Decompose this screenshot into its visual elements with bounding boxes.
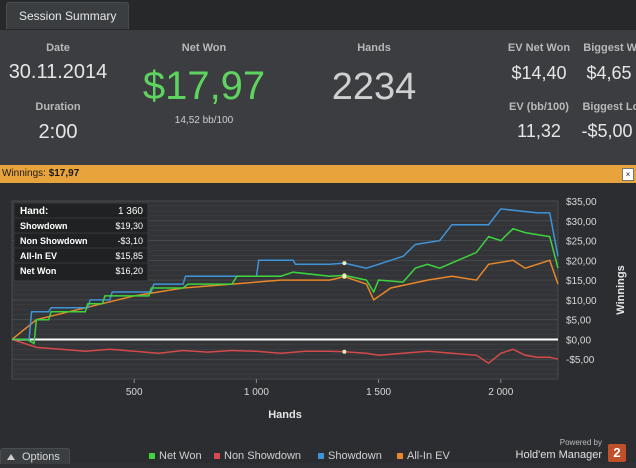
legend-label: Non Showdown (224, 450, 302, 462)
highlight-point (342, 274, 347, 279)
legend-swatch (397, 453, 403, 460)
brand-version: 2 (608, 444, 626, 462)
legend-swatch (318, 453, 324, 460)
series-line-net-won (12, 227, 559, 345)
chevron-up-icon (7, 454, 15, 460)
x-axis-label: Hands (268, 409, 302, 421)
winnings-value: $17,97 (48, 168, 80, 179)
brand-logo: Powered by Hold'em Manager 2 (482, 438, 632, 463)
biggest-win-label: Biggest Win (583, 42, 636, 54)
tooltip-value: -$3,10 (117, 236, 143, 246)
y-tick-label: $10,00 (566, 296, 597, 307)
brand-name: Hold'em Manager (515, 449, 602, 461)
legend-label: Showdown (328, 450, 382, 462)
duration-label: Duration (35, 101, 81, 113)
series-line-all-in-ev (11, 259, 559, 340)
y-tick-label: $5,00 (566, 316, 591, 327)
hover-tooltip: Hand: 1 360 Showdown $19,30 Non Showdown -$3,… (13, 202, 149, 282)
date-label: Date (46, 42, 70, 54)
date-value: 30.11.2014 (8, 61, 108, 83)
ev-bb-value: 11,32 (517, 121, 561, 141)
y-ticks: -$5,00 $0,00 $5,00 $10,00 $15,00 $20,00 $25,00… (566, 197, 597, 366)
duration-value: 2:00 (38, 121, 78, 143)
legend-swatch (214, 453, 220, 460)
ev-net-won-label: EV Net Won (507, 42, 571, 54)
tooltip-label: Hand: (20, 206, 48, 217)
winnings-text: Winnings: $17,97 (2, 165, 79, 183)
legend-label: Net Won (159, 450, 202, 462)
tooltip-box (13, 202, 149, 282)
tooltip-value: 1 360 (118, 206, 143, 217)
tooltip-label: Showdown (20, 221, 68, 231)
net-won-value: $17,97 (142, 64, 266, 108)
legend-label: All-In EV (407, 450, 450, 462)
legend-swatch (149, 453, 155, 460)
tooltip-value: $15,85 (115, 251, 143, 261)
biggest-loss-label: Biggest Loss (582, 101, 636, 113)
series-line-non-showdown (11, 338, 559, 365)
x-ticks: 500 1 000 1 500 2 000 (126, 379, 514, 398)
options-button[interactable]: Options (0, 448, 70, 464)
y-tick-label: -$5,00 (566, 355, 595, 366)
net-won-label: Net Won (181, 42, 227, 54)
biggest-win-value: $4,65 (586, 63, 632, 83)
summary-panel: Date 30.11.2014 Duration 2:00 Net Won $1… (0, 30, 636, 165)
legend-item-all-in-ev[interactable]: All-In EV (397, 450, 450, 462)
winnings-label: Winnings: (2, 168, 46, 179)
y-tick-label: $25,00 (566, 237, 597, 248)
y-tick-label: $35,00 (566, 197, 597, 208)
highlight-point (342, 349, 347, 354)
winnings-banner: Winnings: $17,97 × (0, 165, 636, 183)
tooltip-value: $16,20 (115, 266, 143, 276)
x-tick-label: 2 000 (488, 387, 513, 398)
winnings-chart: 500 1 000 1 500 2 000 -$5,00 $0,00 $5,00 $10,0… (11, 197, 627, 421)
options-label: Options (22, 451, 60, 463)
y-tick-label: $15,00 (566, 276, 597, 287)
y-axis-label: Winnings (615, 265, 627, 314)
tab-bar: Session Summary (0, 0, 636, 30)
x-tick-label: 1 000 (244, 387, 269, 398)
series-line-showdown (12, 208, 559, 341)
tooltip-label: Net Won (20, 266, 56, 276)
legend-item-non-showdown[interactable]: Non Showdown (214, 450, 301, 462)
x-tick-label: 1 500 (366, 387, 391, 398)
chart-area: 500 1 000 1 500 2 000 -$5,00 $0,00 $5,00 $10,0… (0, 183, 636, 463)
tooltip-label: All-In EV (20, 251, 57, 261)
y-tick-label: $30,00 (566, 217, 597, 228)
bb-per-100: 14,52 bb/100 (174, 115, 234, 126)
x-tick-label: 500 (126, 387, 143, 398)
y-tick-label: $0,00 (566, 335, 591, 346)
legend-item-showdown[interactable]: Showdown (318, 450, 382, 462)
highlight-point (342, 261, 347, 266)
close-icon[interactable]: × (622, 168, 634, 181)
powered-by: Powered by (559, 438, 602, 447)
hands-label: Hands (357, 42, 391, 54)
biggest-loss-value: -$5,00 (581, 121, 633, 141)
y-tick-label: $20,00 (566, 256, 597, 267)
ev-bb-label: EV (bb/100) (509, 101, 569, 113)
tab-session-summary[interactable]: Session Summary (6, 2, 130, 29)
ev-net-won-value: $14,40 (511, 63, 567, 83)
series-group (11, 208, 559, 365)
tooltip-value: $19,30 (115, 221, 143, 231)
tooltip-label: Non Showdown (20, 236, 88, 246)
legend-item-net-won[interactable]: Net Won (149, 450, 202, 462)
hands-value: 2234 (331, 66, 417, 108)
